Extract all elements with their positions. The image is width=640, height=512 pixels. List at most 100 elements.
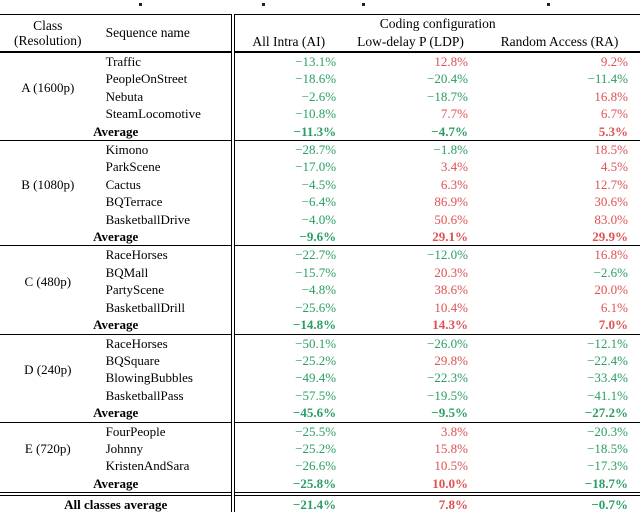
sequence-name: RaceHorses: [95, 333, 234, 352]
cell-value: 10.0%: [432, 475, 468, 491]
cell-value: −1.8%: [342, 140, 479, 159]
cell-value: −25.8%: [231, 474, 343, 495]
cell-value: 15.8%: [434, 440, 468, 456]
cell-value: 30.6%: [594, 194, 628, 210]
col-header-ai: All Intra (AI): [231, 33, 343, 52]
cell-value: 14.3%: [432, 317, 468, 333]
table-row: BQSquare −25.2% 29.8% −22.4%: [0, 351, 640, 370]
cell-value: −9.5%: [431, 405, 468, 421]
sequence-name: RaceHorses: [95, 245, 234, 264]
cell-value: −19.5%: [427, 387, 468, 403]
average-row: Average −25.8% 10.0% −18.7%: [0, 474, 640, 495]
sequence-name: BasketballDrill: [105, 299, 186, 315]
cell-value: 38.6%: [434, 282, 468, 298]
cell-value: −15.7%: [231, 263, 343, 282]
sequence-name: SteamLocomotive: [105, 106, 201, 122]
sequence-name: Kimono: [95, 140, 234, 159]
header-row-group: Class (Resolution) Sequence name Coding …: [0, 14, 640, 48]
average-row: Average −45.6% −9.5% −27.2%: [0, 404, 640, 423]
caption-remnant-speck: [547, 3, 550, 6]
cell-value: −26.0%: [342, 333, 479, 352]
table-row: D (240p) RaceHorses −50.1% −26.0% −12.1%: [0, 333, 640, 405]
table-row: C (480p) RaceHorses −22.7% −12.0% 16.8%: [0, 245, 640, 317]
caption-remnant-speck: [362, 3, 365, 6]
cell-value: 20.0%: [594, 282, 628, 298]
col-header-ra: Random Access (RA): [500, 34, 619, 50]
cell-value: 86.9%: [434, 194, 468, 210]
sequence-column-header: Sequence name: [105, 25, 190, 41]
table-row: BQMall −15.7% 20.3% −2.6%: [0, 263, 640, 282]
cell-value: 7.7%: [440, 106, 468, 122]
cell-value: −33.4%: [587, 370, 628, 386]
table-row: A (1600p) Traffic −13.1% 12.8% 9.2%: [0, 51, 640, 123]
average-row: Average −9.6% 29.1% 29.9%: [0, 228, 640, 246]
cell-value: −4.5%: [231, 175, 343, 194]
cell-value: −45.6%: [231, 404, 343, 423]
all-classes-average-label: All classes average: [0, 492, 234, 512]
cell-value: 10.4%: [434, 299, 468, 315]
cell-value: −13.1%: [231, 51, 343, 71]
table-row: Johnny −25.2% 15.8% −18.5%: [0, 439, 640, 458]
cell-value: 9.2%: [478, 51, 640, 71]
cell-value: −4.8%: [231, 281, 343, 299]
cell-value: 4.5%: [600, 159, 628, 175]
table-row: Nebuta −2.6% −18.7% 16.8%: [0, 87, 640, 106]
table-row: PeopleOnStreet −18.6% −20.4% −11.4%: [0, 70, 640, 88]
cell-value: 6.1%: [600, 299, 628, 315]
sequence-name: BQTerrace: [105, 194, 163, 210]
sequence-name: Traffic: [95, 51, 234, 71]
cell-value: −25.2%: [231, 351, 343, 370]
average-row: Average −14.8% 14.3% 7.0%: [0, 316, 640, 334]
cell-value: −41.1%: [587, 387, 628, 403]
cell-value: −11.4%: [587, 71, 628, 87]
caption-remnant-speck: [262, 3, 265, 6]
cell-value: −49.4%: [231, 369, 343, 387]
cell-value: 16.8%: [594, 88, 628, 104]
average-label: Average: [93, 317, 139, 333]
cell-value: 18.5%: [478, 140, 640, 159]
class-label: A (1600p): [0, 51, 96, 123]
cell-value: −25.2%: [231, 439, 343, 458]
cell-value: −50.1%: [231, 333, 343, 352]
cell-value: −10.8%: [231, 105, 343, 123]
cell-value: −18.7%: [584, 475, 628, 491]
cell-value: 16.8%: [478, 245, 640, 264]
cell-value: −17.3%: [587, 458, 628, 474]
cell-value: 3.8%: [342, 421, 479, 440]
cell-value: 7.8%: [342, 492, 479, 512]
cell-value: −20.4%: [427, 71, 468, 87]
cell-value: 83.0%: [594, 211, 628, 227]
col-header-ldp: Low-delay P (LDP): [357, 34, 464, 50]
cell-value: −20.3%: [478, 421, 640, 440]
average-row: Average −11.3% −4.7% 5.3%: [0, 122, 640, 141]
cell-value: 12.7%: [594, 176, 628, 192]
coding-configuration-header: Coding configuration: [231, 14, 640, 33]
cell-value: 7.0%: [598, 317, 628, 333]
sequence-name: PeopleOnStreet: [105, 71, 188, 87]
results-table: Class (Resolution) Sequence name Coding …: [0, 14, 640, 512]
table-row: E (720p) FourPeople −25.5% 3.8% −20.3%: [0, 421, 640, 475]
cell-value: −12.0%: [342, 245, 479, 264]
cell-value: −25.5%: [231, 421, 343, 440]
sequence-name: BlowingBubbles: [105, 370, 193, 386]
class-label: E (720p): [0, 421, 96, 475]
class-header-line2: (Resolution): [14, 33, 82, 48]
cell-value: −26.6%: [231, 457, 343, 475]
average-label: Average: [93, 475, 139, 491]
average-label: Average: [93, 123, 139, 139]
table-row: KristenAndSara −26.6% 10.5% −17.3%: [0, 457, 640, 475]
cell-value: −4.7%: [431, 123, 468, 139]
cell-value: −18.7%: [427, 88, 468, 104]
sequence-name: FourPeople: [95, 421, 234, 440]
cell-value: −25.6%: [231, 298, 343, 317]
header-row-configs: All Intra (AI) Low-delay P (LDP) Random …: [0, 33, 640, 52]
cell-value: 29.8%: [434, 352, 468, 368]
cell-value: 6.7%: [600, 106, 628, 122]
cell-value: −18.6%: [231, 70, 343, 88]
cell-value: −12.1%: [478, 333, 640, 352]
cell-value: −6.4%: [231, 193, 343, 211]
cell-value: 12.8%: [342, 51, 479, 71]
all-classes-average-row: All classes average −21.4% 7.8% −0.7%: [0, 492, 640, 512]
sequence-name: Nebuta: [105, 88, 144, 104]
table-row: BasketballPass −57.5% −19.5% −41.1%: [0, 386, 640, 405]
